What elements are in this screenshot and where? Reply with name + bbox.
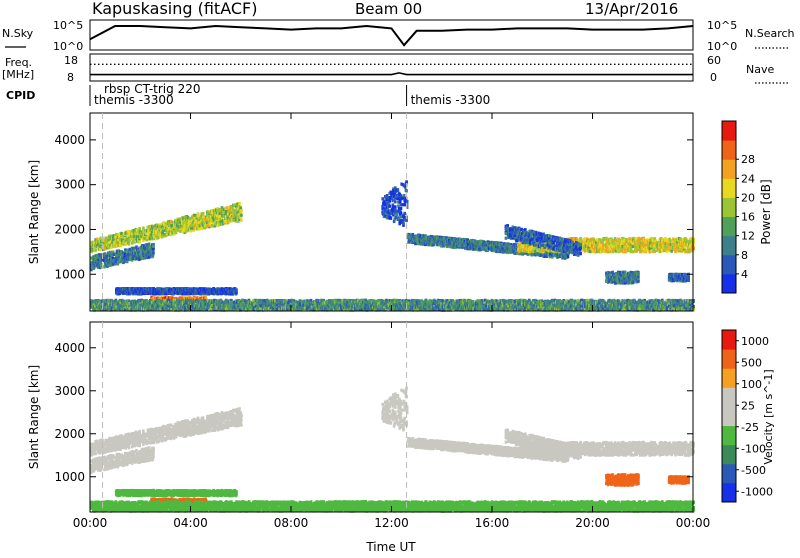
cpid-text: themis -3300	[411, 93, 491, 107]
freq-left-label-2: [MHz]	[2, 68, 34, 81]
power-cell	[202, 212, 205, 215]
nave-right-label: Nave	[746, 63, 774, 76]
power-cell	[235, 289, 238, 292]
power-cell	[152, 251, 155, 254]
power-cell	[152, 254, 155, 257]
noise-left-label: N.Sky	[2, 27, 34, 40]
freq-panel-frame	[90, 54, 693, 81]
power-cell	[138, 240, 141, 243]
noise-right-label: N.Search	[745, 27, 795, 40]
noise-left-tick-bottom: 10^0	[53, 40, 83, 53]
freq-panel: Freq. [MHz] 18 8 60 0 Nave	[2, 54, 790, 84]
power-cell	[135, 245, 138, 248]
power-cell	[94, 248, 97, 251]
freq-right-tick-top: 60	[707, 54, 721, 67]
freq-right-tick-bottom: 0	[710, 71, 717, 84]
noise-left-tick-top: 10^5	[53, 19, 83, 32]
noise-right-tick-top: 10^5	[707, 19, 737, 32]
station-title: Kapuskasing (fitACF)	[92, 0, 257, 18]
power-cell	[128, 242, 131, 245]
power-cell	[240, 219, 243, 222]
power-cell	[170, 220, 173, 223]
power-cell	[162, 230, 165, 233]
cpid-label: CPID	[6, 89, 35, 102]
power-cell	[188, 220, 191, 223]
freq-left-tick-bottom: 8	[67, 71, 74, 84]
beam-title: Beam 00	[355, 0, 422, 18]
noise-sky-line	[90, 26, 693, 45]
noise-series	[90, 26, 693, 45]
freq-series	[90, 64, 693, 74]
power-cell	[148, 243, 151, 246]
power-cell	[218, 208, 221, 211]
power-cells	[90, 180, 695, 311]
noise-panel-frame	[90, 20, 693, 50]
power-cell	[138, 228, 141, 231]
date-title: 13/Apr/2016	[585, 0, 678, 18]
power-cell	[152, 245, 155, 248]
noise-panel: N.Sky 10^5 10^0 10^5 10^0 N.Search	[2, 19, 795, 53]
power-cell	[143, 256, 146, 259]
freq-line	[90, 73, 693, 75]
cpid-text: themis -3300	[94, 93, 174, 107]
power-cell	[216, 217, 219, 220]
power-cell	[142, 227, 145, 230]
power-cell	[240, 214, 243, 217]
freq-left-tick-top: 18	[64, 54, 78, 67]
power-cell	[240, 209, 243, 212]
power-cell	[238, 202, 241, 205]
power-cell	[106, 255, 109, 258]
power-cell	[113, 253, 116, 256]
power-cell	[161, 234, 164, 237]
noise-right-tick-bottom: 10^0	[707, 40, 737, 53]
